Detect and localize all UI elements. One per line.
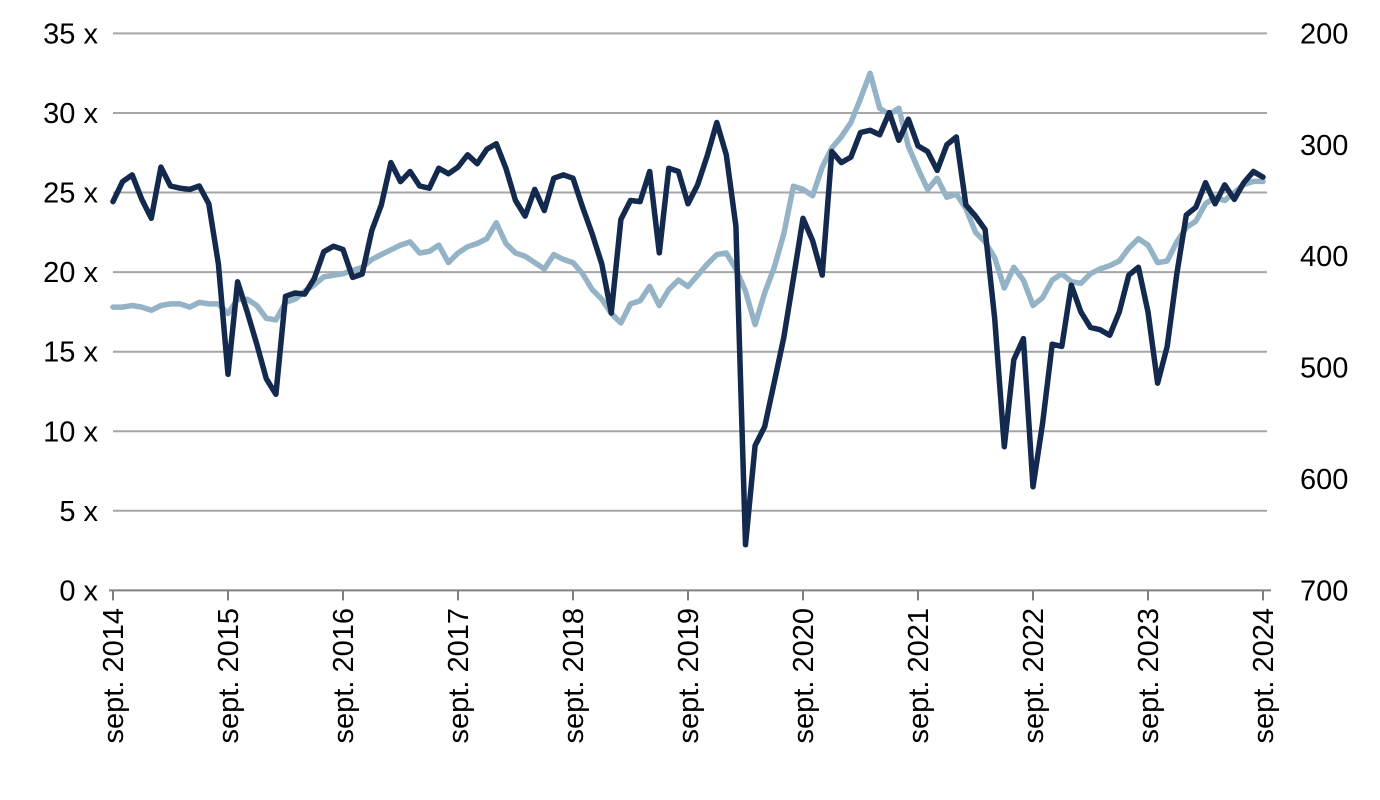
y-axis-left-label: 10 x bbox=[43, 416, 98, 448]
y-axis-left-label: 20 x bbox=[43, 257, 98, 289]
x-axis-label: sept. 2022 bbox=[1018, 608, 1050, 743]
y-axis-right-label: 500 bbox=[1300, 353, 1348, 385]
y-axis-right-label: 200 bbox=[1300, 18, 1348, 50]
y-axis-left-label: 30 x bbox=[43, 98, 98, 130]
dark-navy-series-line bbox=[110, 109, 1266, 548]
x-axis-label: sept. 2021 bbox=[903, 608, 935, 743]
x-axis-label: sept. 2023 bbox=[1133, 608, 1165, 743]
y-axis-right-label: 600 bbox=[1300, 464, 1348, 496]
x-axis-label: sept. 2016 bbox=[328, 608, 360, 743]
y-axis-left-label: 35 x bbox=[43, 18, 98, 50]
x-axis-label: sept. 2024 bbox=[1248, 608, 1280, 743]
x-axis-label: sept. 2018 bbox=[558, 608, 590, 743]
y-axis-right-label: 300 bbox=[1300, 130, 1348, 162]
y-axis-right-label: 700 bbox=[1300, 575, 1348, 607]
x-axis-label: sept. 2019 bbox=[673, 608, 705, 743]
y-axis-left-label: 25 x bbox=[43, 178, 98, 210]
y-axis-left-label: 15 x bbox=[43, 337, 98, 369]
y-axis-left-label: 5 x bbox=[59, 496, 98, 528]
x-axis-label: sept. 2017 bbox=[443, 608, 475, 743]
x-axis-label: sept. 2015 bbox=[213, 608, 245, 743]
x-axis-label: sept. 2020 bbox=[788, 608, 820, 743]
x-axis-label: sept. 2014 bbox=[98, 608, 130, 743]
y-axis-right-label: 400 bbox=[1300, 241, 1348, 273]
y-axis-left-label: 0 x bbox=[59, 575, 98, 607]
